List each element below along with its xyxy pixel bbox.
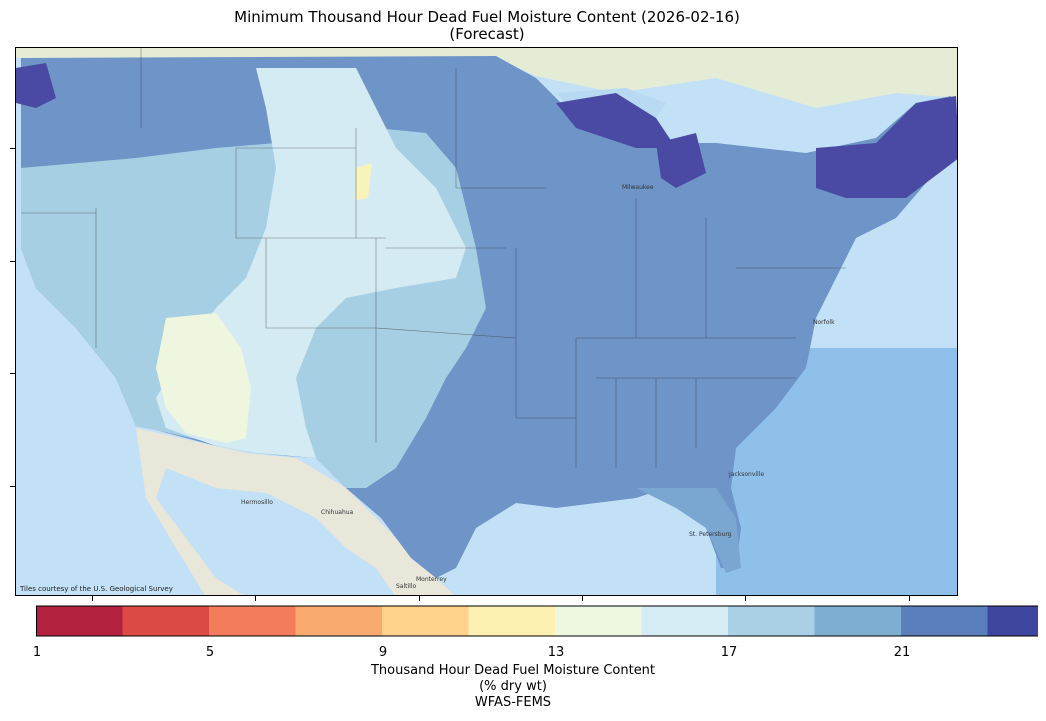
zone-moisture-11-13 xyxy=(356,163,372,200)
city-label: St. Petersburg xyxy=(689,531,732,538)
colorbar-units: (% dry wt) xyxy=(479,679,547,694)
city-labels: Hermosillo Chihuahua Monterrey Saltillo … xyxy=(241,184,835,590)
city-label: Chihuahua xyxy=(321,509,354,516)
y-axis-tick xyxy=(10,373,15,374)
tile-attribution: Tiles courtesy of the U.S. Geological Su… xyxy=(20,585,173,593)
colorbar-tick-label: 9 xyxy=(378,645,388,660)
map-canvas: Hermosillo Chihuahua Monterrey Saltillo … xyxy=(16,48,957,595)
colorbar-label: Thousand Hour Dead Fuel Moisture Content xyxy=(370,663,656,678)
x-axis-tick xyxy=(92,596,93,601)
zone-wisconsin-high xyxy=(556,93,676,148)
x-axis-tick xyxy=(909,596,910,601)
colorbar-segment xyxy=(901,606,988,636)
state-boundaries xyxy=(21,48,846,468)
colorbar xyxy=(36,605,1038,637)
map-title: Minimum Thousand Hour Dead Fuel Moisture… xyxy=(234,8,740,26)
zone-moisture-13-15 xyxy=(156,313,251,443)
colorbar-segment xyxy=(209,606,296,636)
zone-northeast-high xyxy=(816,96,957,198)
colorbar-tick-label: 17 xyxy=(720,645,738,660)
colorbar-segment xyxy=(641,606,729,636)
city-label: Hermosillo xyxy=(241,499,273,506)
x-axis-tick xyxy=(745,596,746,601)
colorbar-segment xyxy=(814,606,902,636)
colorbar-outline xyxy=(36,605,1038,637)
colorbar-tick-label: 13 xyxy=(547,645,565,660)
x-axis-tick xyxy=(255,596,256,601)
map-subtitle: (Forecast) xyxy=(449,25,525,43)
canada-land xyxy=(16,48,957,108)
colorbar-segment xyxy=(382,606,469,636)
zone-pacific-nw-high xyxy=(16,63,56,108)
city-label: Milwaukee xyxy=(622,184,654,191)
city-label: Monterrey xyxy=(416,576,447,583)
mexico-land xyxy=(136,428,454,595)
city-label: Norfolk xyxy=(813,319,835,326)
colorbar-tick-label: 1 xyxy=(32,645,42,660)
colorbar-tick-label: 21 xyxy=(893,645,911,660)
y-axis-tick xyxy=(10,148,15,149)
y-axis-tick xyxy=(10,261,15,262)
colorbar-segment xyxy=(728,606,815,636)
colorbar-segment xyxy=(468,606,556,636)
city-label: Saltillo xyxy=(396,583,417,590)
colorbar-segment xyxy=(36,606,123,636)
zone-florida xyxy=(636,488,741,573)
colorbar-source: WFAS-FEMS xyxy=(474,695,552,710)
colorbar-segment xyxy=(987,606,1038,636)
colorbar-segment xyxy=(122,606,210,636)
zone-michigan-high xyxy=(656,133,706,188)
colorbar-segment xyxy=(295,606,383,636)
x-axis-tick xyxy=(582,596,583,601)
fuel-moisture-map: Hermosillo Chihuahua Monterrey Saltillo … xyxy=(15,47,958,596)
city-label: Jacksonville xyxy=(728,471,764,478)
y-axis-tick xyxy=(10,486,15,487)
x-axis-tick xyxy=(419,596,420,601)
colorbar-segment xyxy=(555,606,642,636)
colorbar-tick-label: 5 xyxy=(205,645,215,660)
